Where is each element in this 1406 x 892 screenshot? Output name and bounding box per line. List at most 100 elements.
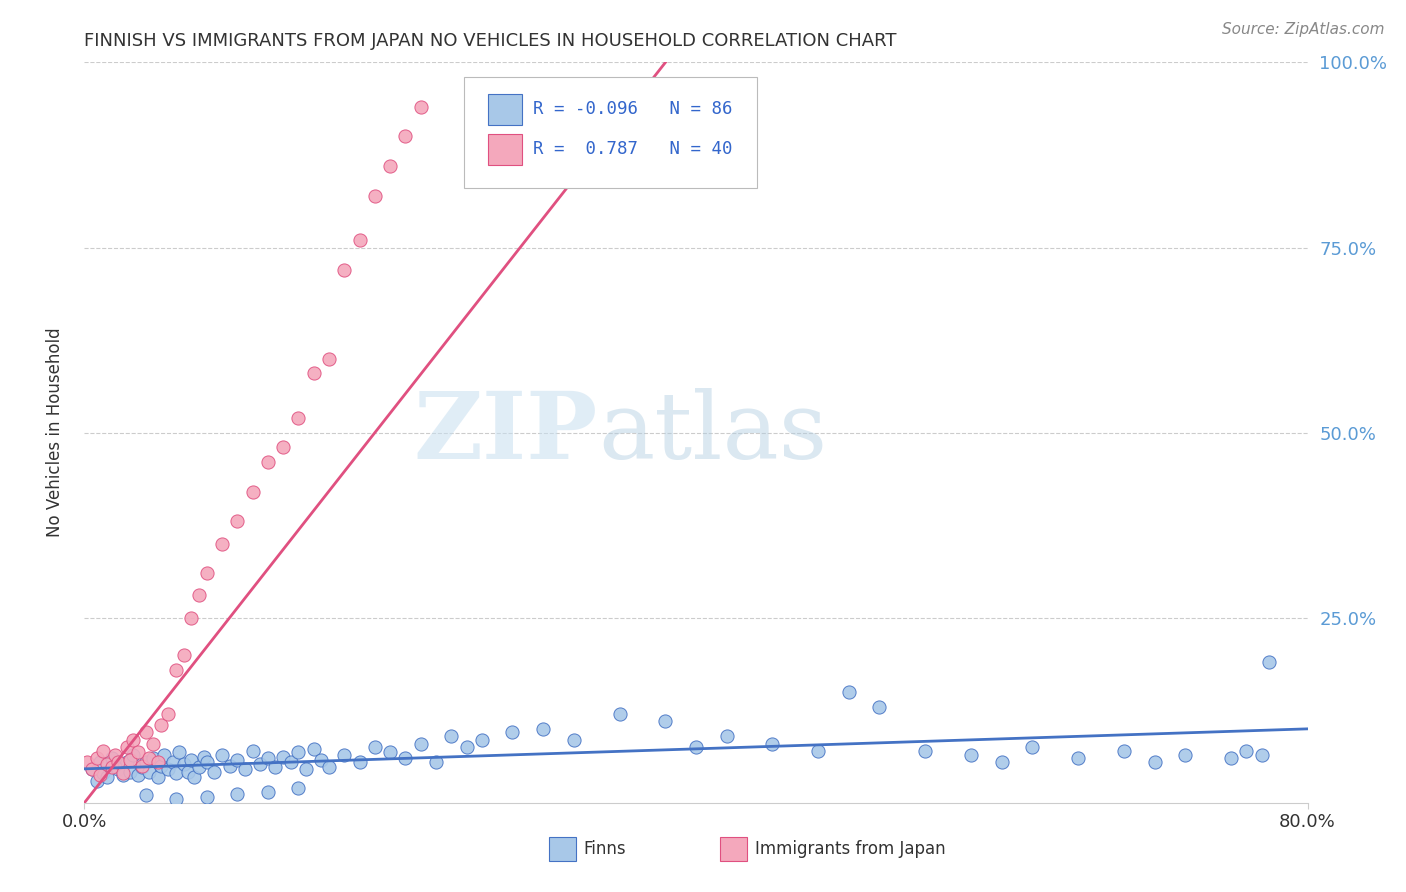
Point [135,789,157,803]
Point [960,747,983,762]
Point [96,757,118,772]
Point [101,760,124,774]
Point [271,750,294,764]
Point [1114,744,1136,758]
Point [318,760,340,774]
FancyBboxPatch shape [464,78,758,188]
Point [127,746,149,760]
Text: Immigrants from Japan: Immigrants from Japan [755,839,945,858]
Point [456,740,478,755]
Point [195,566,218,581]
Text: R = -0.096   N = 86: R = -0.096 N = 86 [533,100,733,118]
Point [914,744,936,758]
Point [115,755,138,769]
Point [302,742,325,756]
Point [1258,655,1281,669]
Point [249,757,271,772]
Point [425,755,447,769]
Point [193,750,215,764]
Bar [720,837,748,861]
Point [394,129,416,144]
Point [302,367,325,381]
Bar [488,134,522,165]
Point [807,744,830,758]
Point [531,722,554,736]
Point [311,753,333,767]
Point [157,763,180,777]
Point [107,755,129,769]
Point [287,746,309,760]
Point [333,262,356,277]
Point [89,767,111,781]
Point [142,751,165,765]
Point [122,732,145,747]
Point [562,732,585,747]
Point [287,410,309,425]
Point [1250,747,1272,762]
Point [502,725,524,739]
Point [149,758,172,772]
Point [287,780,309,795]
Point [716,729,738,743]
Point [295,763,318,777]
Point [233,763,256,777]
Point [195,755,218,769]
Point [264,760,287,774]
Point [138,751,160,765]
Text: Finns: Finns [583,839,626,858]
Point [202,764,225,779]
Point [153,747,176,762]
Point [91,744,114,758]
Point [1143,755,1166,769]
Point [120,764,142,779]
Point [135,725,157,739]
Point [991,755,1014,769]
Point [218,758,240,772]
Point [869,699,891,714]
Point [104,758,127,772]
Point [142,737,165,751]
Point [86,773,108,788]
Point [1174,747,1197,762]
Point [349,755,371,769]
Point [211,536,233,550]
Point [380,746,402,760]
Point [165,766,187,780]
Point [146,755,169,769]
Point [471,732,494,747]
Point [107,763,129,777]
Point [157,706,180,721]
Point [211,747,233,762]
Point [280,755,302,769]
Point [111,767,134,781]
Point [380,159,402,173]
Point [180,753,202,767]
Point [1067,751,1090,765]
Text: R =  0.787   N = 40: R = 0.787 N = 40 [533,140,733,158]
Point [242,744,264,758]
Point [609,706,631,721]
Point [333,747,356,762]
Point [1021,740,1043,755]
Point [127,767,149,781]
Point [138,764,160,779]
Point [394,751,416,765]
Point [685,740,707,755]
Point [257,455,280,469]
Point [226,787,249,801]
Point [146,770,169,784]
Point [1236,744,1258,758]
Point [257,785,280,799]
Point [188,589,211,603]
Point [104,747,127,762]
Point [86,751,108,765]
Point [1220,751,1243,765]
Point [122,747,145,762]
Point [111,766,134,780]
Y-axis label: No Vehicles in Household: No Vehicles in Household [45,327,63,538]
Text: atlas: atlas [598,388,827,477]
Point [115,740,138,755]
Point [162,755,184,769]
Point [173,648,195,662]
Point [131,758,153,772]
